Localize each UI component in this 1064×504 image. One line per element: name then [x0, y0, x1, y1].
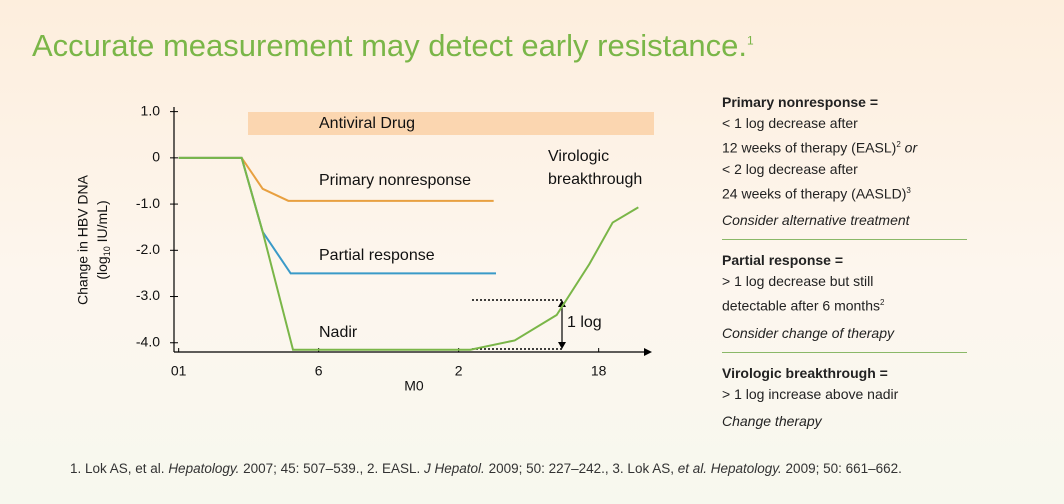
text-segment: 3 — [906, 185, 911, 195]
text-segment: 12 weeks of therapy (EASL) — [722, 139, 897, 156]
text-segment: 24 weeks of therapy (AASLD) — [722, 185, 907, 202]
panel-line: > 1 log increase above nadir — [722, 384, 967, 405]
y-title-part: (log — [94, 256, 110, 279]
y-title-sub: 10 — [102, 246, 112, 256]
y-tick-label: -3.0 — [136, 287, 160, 303]
text-segment: Hepatology. — [168, 461, 240, 476]
text-segment: < 2 log decrease after — [722, 160, 858, 177]
drug-bar — [248, 112, 654, 135]
title: Accurate measurement may detect early re… — [32, 28, 754, 64]
definition-panel: Primary nonresponse = < 1 log decrease af… — [722, 90, 967, 241]
series-label: Nadir — [319, 324, 358, 341]
x-tick-label: 6 — [315, 363, 323, 379]
text-segment: or — [900, 139, 918, 156]
series-line — [178, 156, 639, 351]
text-segment: J Hepatol. — [424, 461, 485, 476]
text-segment: < 1 log decrease after — [722, 115, 858, 131]
panel-action: Consider alternative treatment — [722, 212, 910, 229]
text-segment: > 1 log decrease but still — [722, 273, 874, 290]
drug-label: Antiviral Drug — [319, 115, 415, 132]
panel-line: < 2 log decrease after — [722, 159, 967, 180]
panel-action: Change therapy — [722, 412, 822, 429]
text-segment: > 1 log increase above nadir — [722, 385, 899, 402]
text-segment: 2007; 45: 507–539., 2. EASL. — [239, 461, 425, 476]
text-segment: 2 — [896, 140, 901, 149]
definitions: Primary nonresponse = < 1 log decrease af… — [722, 90, 967, 448]
x-axis-title: M0 — [404, 378, 424, 394]
panel-line: 12 weeks of therapy (EASL)2 or — [722, 134, 967, 159]
log-label: 1 log — [567, 314, 602, 331]
panel-action: Consider change of therapy — [722, 324, 894, 341]
chart: Antiviral Drug Primary nonresponse Parti… — [75, 102, 654, 394]
series-label: Partial response — [319, 247, 435, 264]
breakthrough-label: breakthrough — [548, 171, 642, 188]
text-segment: 1. Lok AS, et al. — [70, 461, 169, 476]
breakthrough-label: Virologic — [548, 148, 609, 165]
y-tick-label: -4.0 — [136, 333, 160, 349]
definition-panel: Partial response = > 1 log decrease but s… — [722, 248, 967, 353]
y-tick-label: 0 — [152, 149, 160, 165]
panel-heading: Primary nonresponse = — [722, 94, 879, 110]
text-segment: 2009; 50: 227–242., 3. Lok AS, — [484, 461, 678, 476]
panel-line: 24 weeks of therapy (AASLD)3 — [722, 180, 967, 205]
text-segment: 2 — [880, 298, 885, 308]
footnote: 1. Lok AS, et al. Hepatology. 2007; 45: … — [70, 461, 902, 476]
y-axis-title: (log10 IU/mL) — [94, 200, 113, 279]
series-label: Primary nonresponse — [319, 172, 471, 189]
y-tick-label: 1.0 — [141, 102, 161, 118]
y-title-part: IU/mL) — [94, 200, 110, 246]
x-tick-label: 2 — [455, 363, 463, 379]
panel-line: < 1 log decrease after — [722, 113, 967, 134]
y-axis-title: Change in HBV DNA — [75, 174, 91, 305]
text-segment: detectable after 6 months — [722, 297, 880, 314]
panel-line: > 1 log decrease but still — [722, 271, 967, 292]
definition-panel: Virologic breakthrough = > 1 log increase… — [722, 361, 967, 440]
title-text: Accurate measurement may detect early re… — [32, 28, 748, 63]
x-tick-label: 18 — [591, 363, 607, 379]
y-tick-label: -1.0 — [136, 195, 160, 211]
x-axis-arrow — [644, 348, 652, 356]
panel-heading: Virologic breakthrough = — [722, 364, 888, 381]
text-segment: 2009; 50: 661–662. — [781, 461, 902, 476]
y-tick-label: -2.0 — [136, 241, 160, 257]
text-segment: et al. Hepatology. — [677, 461, 782, 476]
panel-line: detectable after 6 months2 — [722, 292, 967, 317]
x-tick-label: 01 — [171, 363, 187, 379]
panel-heading: Partial response = — [722, 252, 844, 269]
title-sup: 1 — [747, 33, 754, 48]
